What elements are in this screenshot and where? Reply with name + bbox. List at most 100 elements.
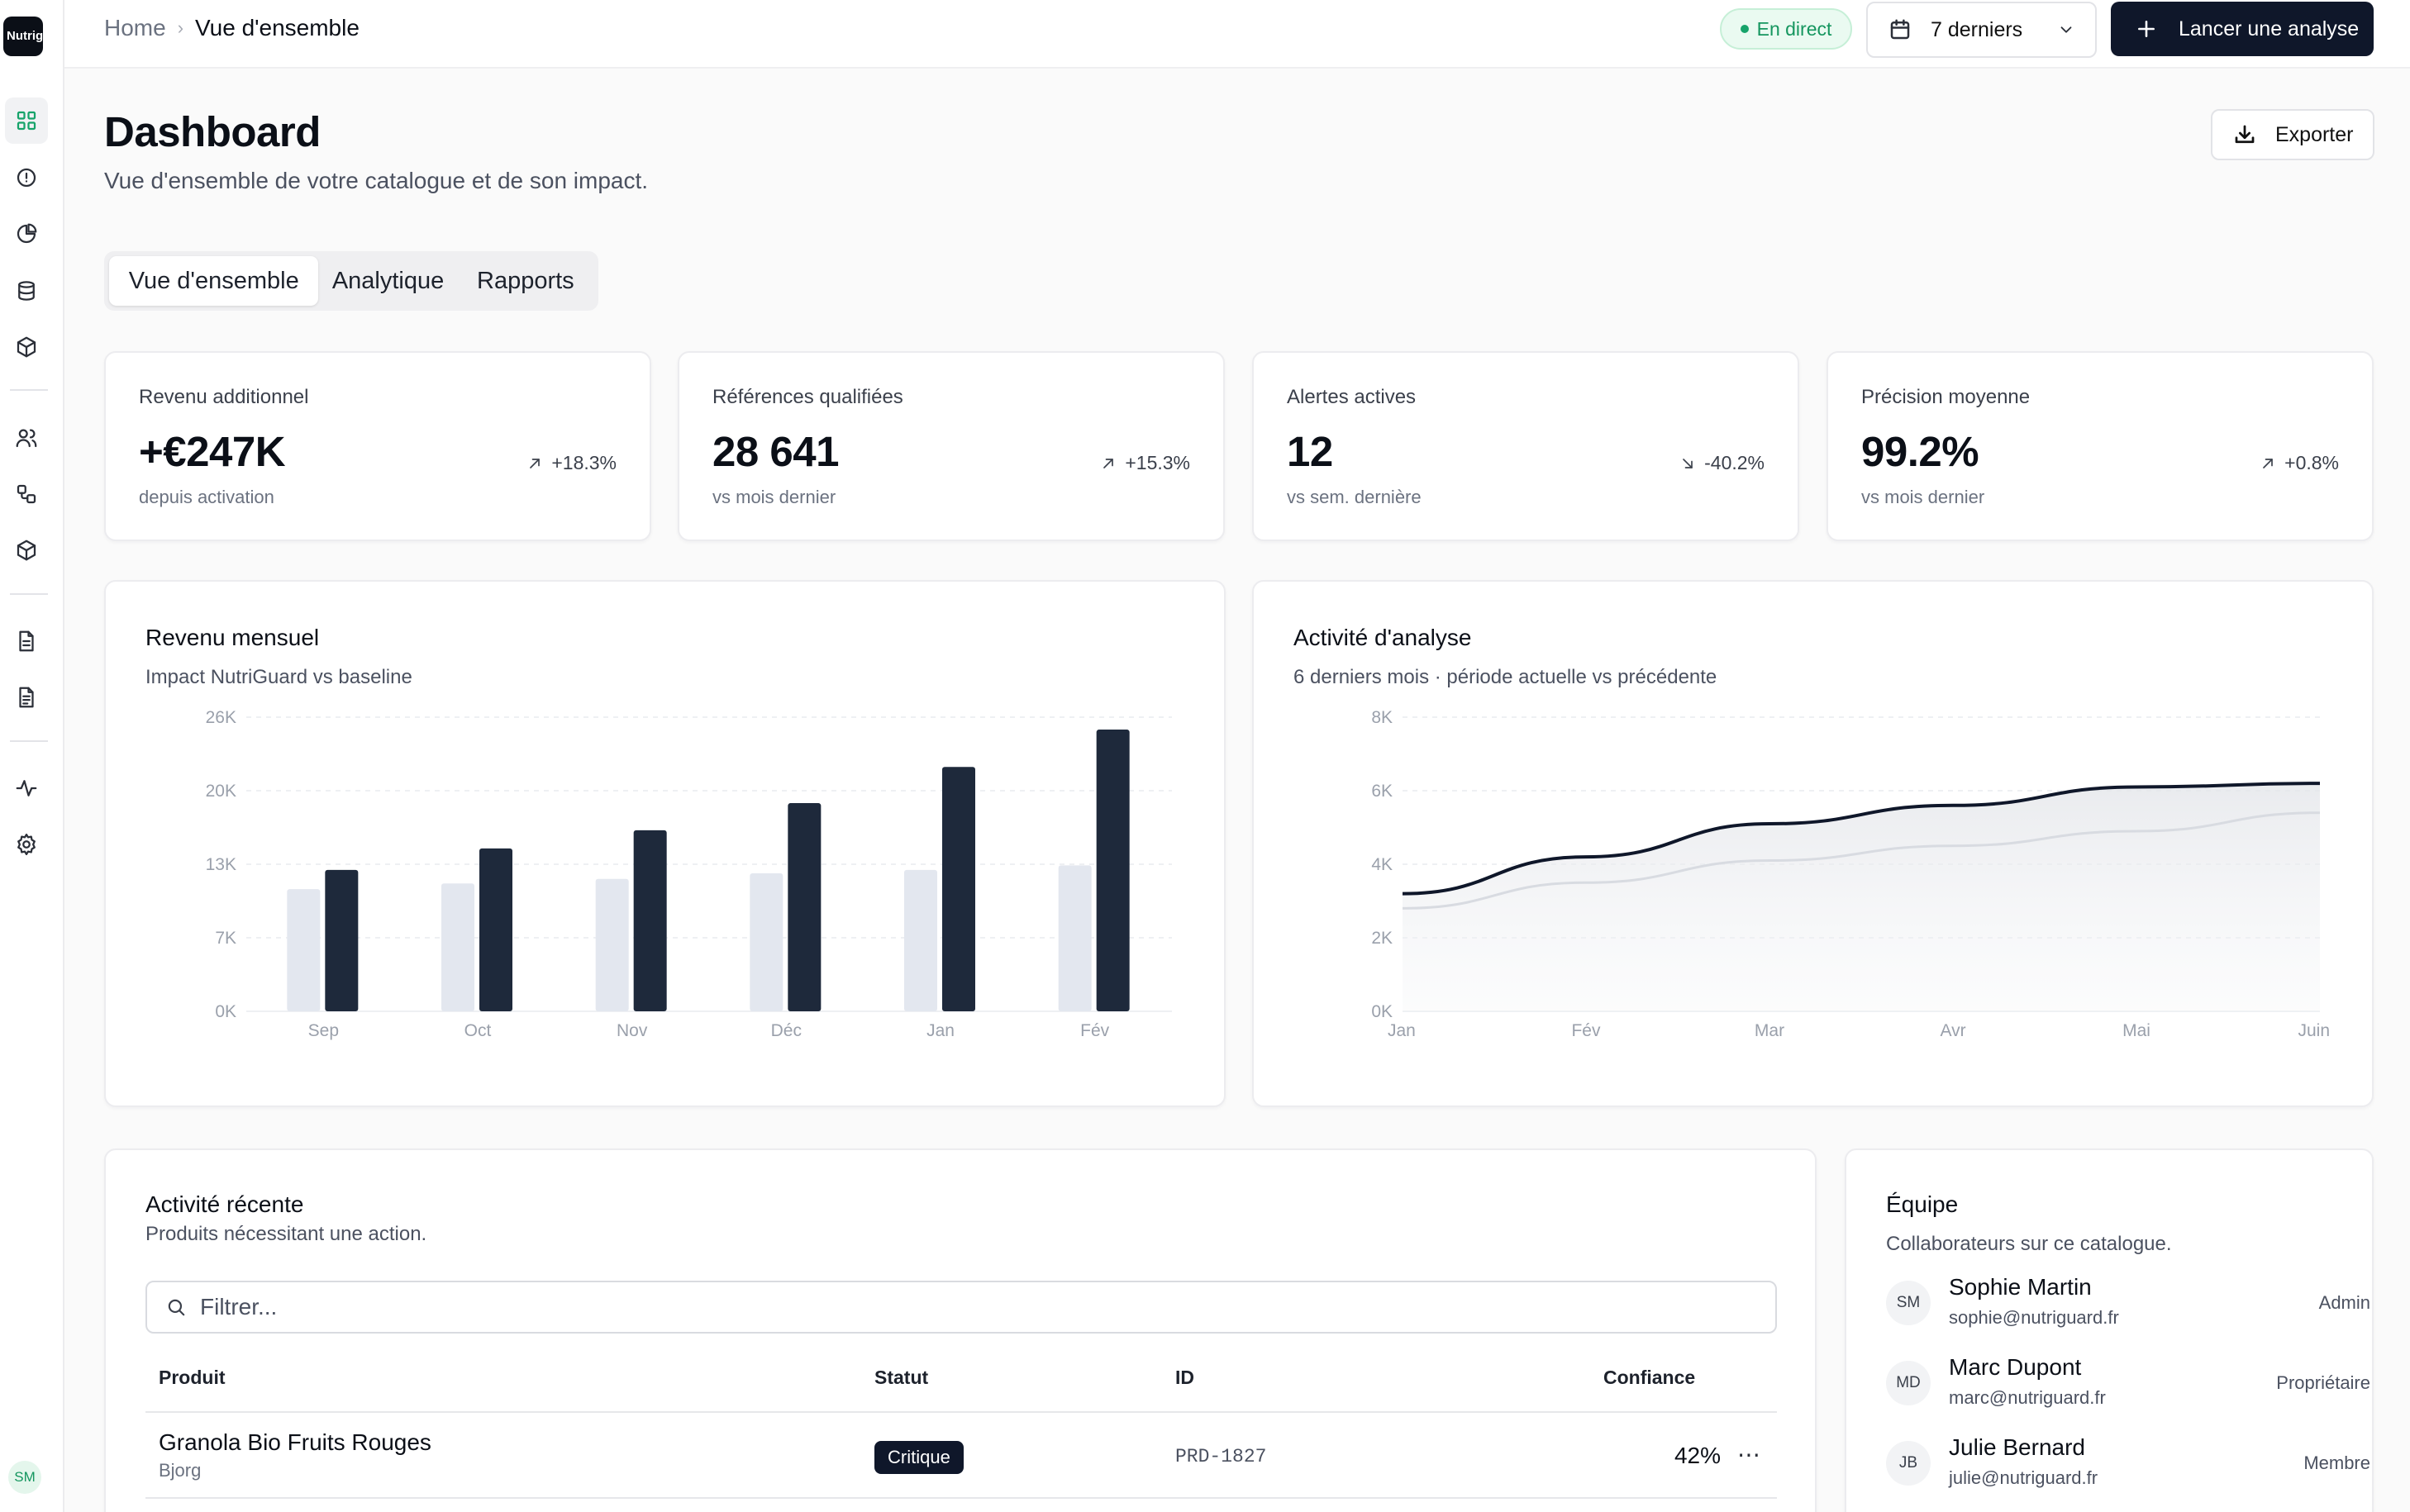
activity-chart-title: Activité d'analyse (1293, 625, 1472, 650)
kpi-card-alerts: Alertes actives 12 vs sem. dernière -40.… (1252, 351, 1799, 541)
kpi-delta: +15.3% (1100, 452, 1190, 474)
more-horizontal-icon: ⋯ (1737, 1441, 1760, 1467)
baseline-bar (441, 883, 474, 1011)
filter-field (145, 1281, 1777, 1334)
app-logo[interactable]: Nutrig (3, 17, 43, 56)
column-header-status[interactable]: Statut (874, 1367, 929, 1388)
kpi-sub: vs mois dernier (712, 487, 836, 507)
sidebar-item-overview[interactable] (5, 97, 48, 144)
revenue-chart-card: Revenu mensuel Impact NutriGuard vs base… (104, 580, 1226, 1107)
baseline-bar (595, 878, 629, 1011)
x-tick-label: Mai (2122, 1021, 2150, 1040)
team-description: Collaborateurs sur ce catalogue. (1886, 1233, 2172, 1255)
tab-overview[interactable]: Vue d'ensemble (109, 256, 319, 306)
current-bar (325, 869, 359, 1011)
sidebar-divider (10, 389, 48, 391)
team-member[interactable]: MD Marc Dupont marc@nutriguard.fr Propri… (1886, 1354, 2370, 1420)
workflow-icon (17, 484, 36, 504)
live-dot-icon (1740, 25, 1749, 33)
kpi-delta: +0.8% (2260, 452, 2339, 474)
view-tabs: Vue d'ensemble Analytique Rapports (104, 251, 598, 311)
row-product-id: PRD-1827 (1175, 1446, 1267, 1467)
grid-icon (17, 111, 36, 131)
row-confidence: 42% (1674, 1443, 1721, 1468)
download-icon (2235, 125, 2255, 144)
sidebar-item-products[interactable] (5, 324, 48, 370)
y-tick-label: 8K (1371, 708, 1393, 727)
recent-activity-card: Activité récente Produits nécessitant un… (104, 1148, 1817, 1512)
sidebar-item-settings[interactable] (5, 821, 48, 868)
status-badge: Critique (874, 1441, 964, 1474)
sidebar-item-workflows[interactable] (5, 471, 48, 517)
kpi-sub: vs sem. dernière (1287, 487, 1422, 507)
column-header-confidence[interactable]: Confiance (1603, 1367, 1696, 1388)
column-header-product[interactable]: Produit (159, 1367, 226, 1388)
row-more-button[interactable]: ⋯ (1731, 1438, 1767, 1471)
y-tick-label: 4K (1371, 855, 1393, 874)
sidebar-item-database[interactable] (5, 268, 48, 314)
kpi-delta-value: -40.2% (1704, 452, 1765, 473)
date-range-select[interactable]: 7 derniers (1866, 2, 2097, 58)
kpi-sub: vs mois dernier (1861, 487, 1985, 507)
member-role: Admin (2318, 1292, 2370, 1313)
y-tick-label: 0K (215, 1002, 236, 1021)
baseline-bar (287, 889, 321, 1011)
user-avatar[interactable]: SM (8, 1461, 41, 1494)
breadcrumb-separator: › (177, 17, 184, 38)
baseline-bar (750, 872, 783, 1011)
sidebar-item-users[interactable] (5, 415, 48, 461)
current-period-line (1402, 782, 2321, 896)
breadcrumb-home[interactable]: Home (104, 15, 166, 40)
sidebar-item-alerts[interactable] (5, 155, 48, 201)
kpi-delta: +18.3% (526, 452, 617, 474)
chevron-down-icon (2060, 26, 2072, 33)
sidebar-item-analytics[interactable] (5, 211, 48, 257)
filter-input[interactable] (200, 1294, 1688, 1320)
member-name: Sophie Martin (1949, 1274, 2092, 1300)
x-tick-label: Fév (1571, 1021, 1601, 1040)
plus-icon (2138, 21, 2155, 37)
sidebar-item-documents[interactable] (5, 618, 48, 664)
revenue-chart-title: Revenu mensuel (145, 625, 320, 650)
activity-chart-description: 6 derniers mois · période actuelle vs pr… (1293, 666, 1717, 688)
page-title: Dashboard (104, 108, 321, 155)
kpi-value: 12 (1287, 428, 1333, 475)
breadcrumb: Home › Vue d'ensemble (104, 15, 360, 41)
team-member[interactable]: JB Julie Bernard julie@nutriguard.fr Mem… (1886, 1434, 2370, 1500)
column-header-id[interactable]: ID (1175, 1367, 1194, 1388)
export-button[interactable]: Exporter (2211, 109, 2374, 160)
x-tick-label: Sep (308, 1021, 339, 1040)
baseline-bar (904, 869, 937, 1011)
launch-analysis-label: Lancer une analyse (2179, 17, 2360, 40)
pie-chart-icon (17, 223, 37, 244)
sidebar-item-activity[interactable] (5, 765, 48, 811)
launch-analysis-button[interactable]: Lancer une analyse (2111, 2, 2374, 56)
team-card: Équipe Collaborateurs sur ce catalogue. … (1845, 1148, 2374, 1512)
recent-activity-description: Produits nécessitant une action. (145, 1223, 427, 1245)
sidebar-item-reports[interactable] (5, 674, 48, 720)
sidebar-divider (10, 593, 48, 595)
tab-reports[interactable]: Rapports (477, 267, 574, 294)
member-email: marc@nutriguard.fr (1949, 1387, 2106, 1408)
current-bar (1096, 730, 1130, 1011)
x-tick-label: Jan (1388, 1021, 1416, 1040)
revenue-chart-description: Impact NutriGuard vs baseline (145, 666, 412, 688)
sidebar-item-catalog[interactable] (5, 527, 48, 573)
current-area-fill (1403, 783, 2320, 1011)
team-member[interactable]: SM Sophie Martin sophie@nutriguard.fr Ad… (1886, 1274, 2370, 1340)
previous-period-line (1402, 811, 2321, 910)
table-row-divider (145, 1497, 1777, 1499)
export-label: Exporter (2275, 122, 2354, 146)
kpi-label: Précision moyenne (1861, 386, 2031, 408)
kpi-delta: -40.2% (1679, 452, 1765, 474)
member-avatar: MD (1886, 1361, 1931, 1405)
recent-activity-title: Activité récente (145, 1191, 304, 1217)
current-bar (633, 830, 667, 1011)
tab-analytics[interactable]: Analytique (331, 267, 445, 294)
x-tick-label: Jan (926, 1021, 955, 1040)
table-header-divider (145, 1411, 1777, 1413)
revenue-bar-chart: 0K 7K 13K 20K 26K Sep Oct Nov Déc Jan Fév (206, 708, 1172, 1040)
box-icon (17, 540, 36, 561)
member-avatar: JB (1886, 1441, 1931, 1486)
x-tick-label: Déc (771, 1021, 802, 1040)
